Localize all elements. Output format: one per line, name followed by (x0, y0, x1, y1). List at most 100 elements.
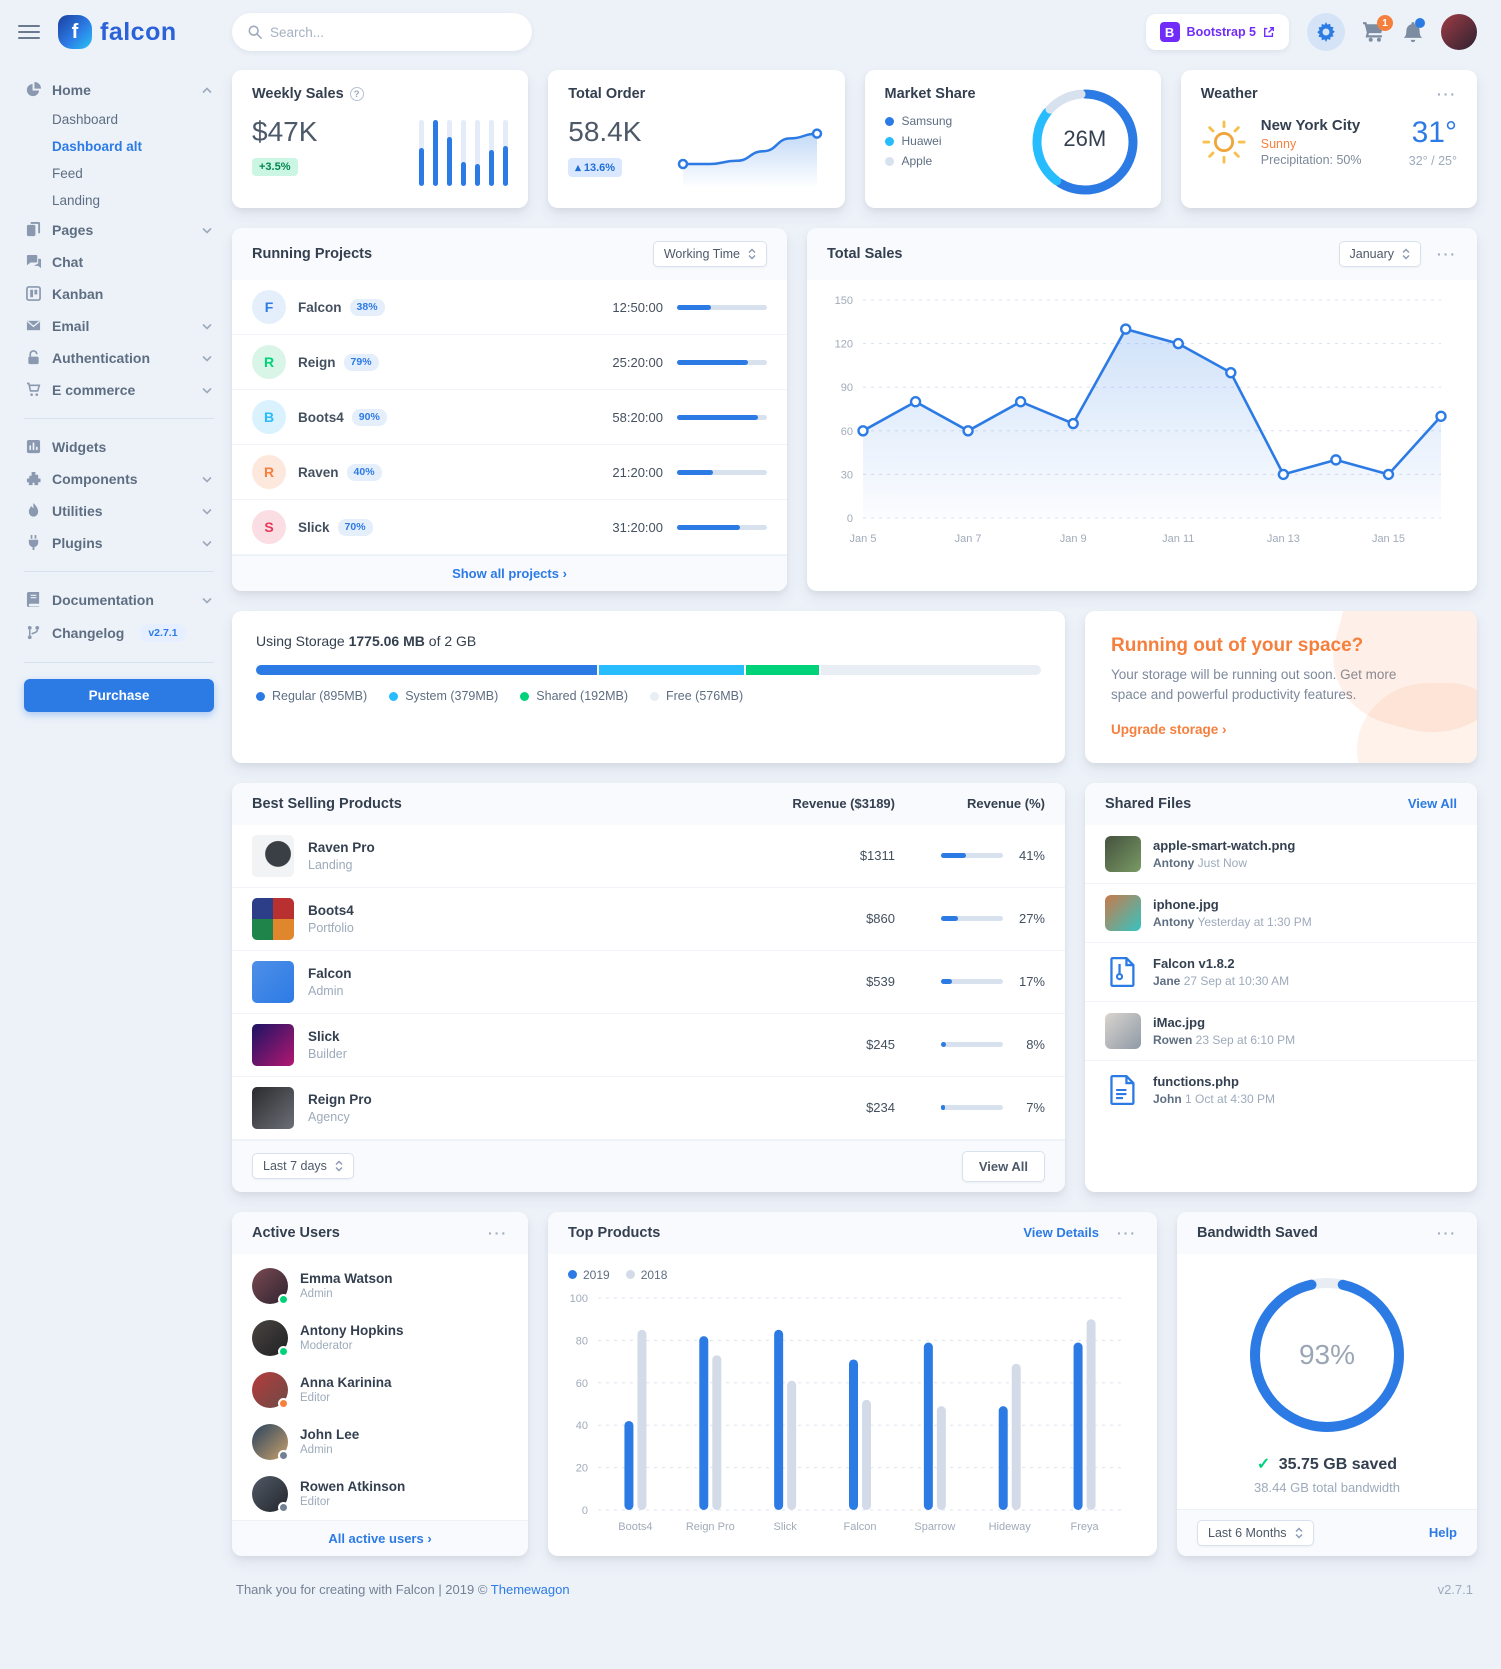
ellipsis-menu-icon[interactable]: ··· (1117, 1224, 1137, 1241)
last-7-days-select[interactable]: Last 7 days (252, 1153, 354, 1179)
file-row[interactable]: apple-smart-watch.png Antony Just Now (1085, 825, 1477, 884)
product-name[interactable]: Falcon (308, 965, 352, 981)
column-header-revenue-pct: Revenue (%) (966, 796, 1045, 811)
user-avatar[interactable] (1441, 14, 1477, 50)
sidebar-item-kanban[interactable]: Kanban (24, 278, 214, 310)
user-row[interactable]: John Lee Admin (232, 1416, 528, 1468)
file-name[interactable]: iMac.jpg (1153, 1014, 1206, 1030)
file-row[interactable]: Falcon v1.8.2 Jane 27 Sep at 10:30 AM (1085, 943, 1477, 1002)
project-name[interactable]: Reign (298, 354, 336, 370)
sidebar-item-pages[interactable]: Pages (24, 214, 214, 246)
show-all-projects-link[interactable]: Show all projects › (452, 566, 567, 581)
sidebar-item-email[interactable]: Email (24, 310, 214, 342)
sidebar-item-landing[interactable]: Landing (52, 193, 101, 208)
ellipsis-menu-icon[interactable]: ··· (1437, 86, 1457, 102)
view-details-link[interactable]: View Details (1023, 1225, 1099, 1240)
user-name[interactable]: Anna Karinina (300, 1375, 392, 1390)
brand-name: falcon (100, 17, 177, 46)
cart-button[interactable]: 1 (1363, 15, 1393, 42)
project-progress-bar (677, 524, 767, 530)
product-thumbnail (252, 1086, 294, 1129)
product-names: Falcon Admin (308, 966, 352, 998)
sidebar-item-widgets[interactable]: Widgets (24, 431, 214, 463)
file-name[interactable]: functions.php (1153, 1073, 1239, 1089)
sidebar-item-utilities[interactable]: Utilities (24, 495, 214, 527)
sidebar-item-dashboard-alt[interactable]: Dashboard alt (52, 139, 143, 154)
notifications-button[interactable] (1403, 17, 1425, 43)
product-thumbnail (252, 897, 294, 940)
file-name[interactable]: iphone.jpg (1153, 896, 1219, 912)
file-row[interactable]: iMac.jpg Rowen 23 Sep at 6:10 PM (1085, 1002, 1477, 1061)
total-sales-line-chart: 0 30 60 90 120 150 Jan 5 Jan 7 Jan 9 Jan 11 Jan 13… (807, 280, 1477, 563)
product-name[interactable]: Raven Pro (308, 839, 375, 855)
ellipsis-menu-icon[interactable]: ··· (1437, 246, 1457, 262)
sidebar-item-chat[interactable]: Chat (24, 246, 214, 278)
last-6-months-select[interactable]: Last 6 Months (1197, 1519, 1314, 1546)
ellipsis-menu-icon[interactable]: ··· (1437, 1224, 1457, 1241)
search-icon (248, 25, 262, 39)
sidebar-item-changelog[interactable]: Changelog v2.7.1 (24, 616, 214, 650)
project-name[interactable]: Slick (298, 519, 330, 535)
hamburger-menu-icon[interactable] (18, 25, 40, 39)
project-time: 31:20:00 (612, 519, 663, 535)
user-row[interactable]: Anna Karinina Editor (232, 1364, 528, 1416)
upgrade-storage-link[interactable]: Upgrade storage › (1111, 721, 1227, 737)
shared-files-view-all-link[interactable]: View All (1407, 796, 1457, 811)
product-name[interactable]: Slick (308, 1028, 340, 1044)
svg-text:90: 90 (841, 382, 853, 394)
bandwidth-gauge-chart: 93% (1242, 1270, 1412, 1440)
running-projects-list: F Falcon 38% 12:50:00 R Reign 79% 25:20:00 B Boot… (232, 280, 787, 555)
mini-bar (503, 120, 509, 186)
product-name[interactable]: Reign Pro (308, 1091, 372, 1107)
ellipsis-menu-icon[interactable]: ··· (488, 1224, 508, 1241)
working-time-select[interactable]: Working Time (652, 241, 767, 267)
page-footer: Thank you for creating with Falcon | 201… (232, 1556, 1477, 1597)
project-time: 21:20:00 (612, 464, 663, 480)
project-avatar: R (252, 455, 286, 489)
settings-button[interactable] (1307, 13, 1345, 51)
bandwidth-percentage: 93% (1298, 1338, 1356, 1370)
sidebar-item-components[interactable]: Components (24, 463, 214, 495)
project-row: S Slick 70% 31:20:00 (232, 500, 787, 555)
project-name[interactable]: Raven (298, 464, 339, 480)
themewagon-link[interactable]: Themewagon (490, 1581, 570, 1597)
help-link[interactable]: Help (1428, 1525, 1457, 1540)
view-all-button[interactable]: View All (961, 1150, 1045, 1182)
user-row[interactable]: Rowen Atkinson Editor (232, 1468, 528, 1520)
falcon-logo[interactable]: f falcon (58, 15, 232, 49)
sidebar-item-dashboard[interactable]: Dashboard (52, 112, 119, 127)
user-name[interactable]: Emma Watson (300, 1271, 393, 1286)
user-row[interactable]: Emma Watson Admin (232, 1260, 528, 1312)
card-title: Bandwidth Saved (1197, 1224, 1318, 1241)
project-name[interactable]: Falcon (298, 299, 342, 315)
file-row[interactable]: iphone.jpg Antony Yesterday at 1:30 PM (1085, 884, 1477, 943)
user-row[interactable]: Antony Hopkins Moderator (232, 1312, 528, 1364)
avatar (252, 1475, 289, 1513)
svg-text:Slick: Slick (774, 1521, 798, 1533)
search-input[interactable]: Search... (232, 13, 532, 51)
puzzle-icon (26, 471, 42, 487)
file-row[interactable]: functions.php John 1 Oct at 4:30 PM (1085, 1061, 1477, 1119)
user-name[interactable]: John Lee (300, 1427, 360, 1442)
project-name[interactable]: Boots4 (298, 409, 344, 425)
help-icon[interactable]: ? (349, 87, 364, 101)
sidebar-item-documentation[interactable]: Documentation (24, 584, 214, 616)
sidebar-item-ecommerce[interactable]: E commerce (24, 374, 214, 406)
sidebar-item-plugins[interactable]: Plugins (24, 527, 214, 559)
sidebar-item-home[interactable]: Home (24, 74, 214, 106)
file-name[interactable]: Falcon v1.8.2 (1153, 955, 1235, 971)
product-name[interactable]: Boots4 (308, 902, 354, 918)
user-name[interactable]: Antony Hopkins (300, 1323, 404, 1338)
sidebar-item-authentication[interactable]: Authentication (24, 342, 214, 374)
sidebar-item-feed[interactable]: Feed (52, 166, 83, 181)
product-thumbnail (252, 1023, 294, 1066)
footer-text: Thank you for creating with Falcon | 201… (236, 1581, 491, 1597)
bootstrap-version-badge[interactable]: B Bootstrap 5 (1145, 14, 1289, 50)
all-active-users-link[interactable]: All active users › (328, 1530, 432, 1546)
user-name[interactable]: Rowen Atkinson (300, 1479, 406, 1494)
month-select[interactable]: January (1338, 241, 1421, 267)
storage-used: 1775.06 MB (348, 633, 425, 649)
falcon-logo-icon: f (58, 15, 92, 49)
purchase-button[interactable]: Purchase (24, 679, 214, 712)
file-name[interactable]: apple-smart-watch.png (1153, 837, 1296, 853)
